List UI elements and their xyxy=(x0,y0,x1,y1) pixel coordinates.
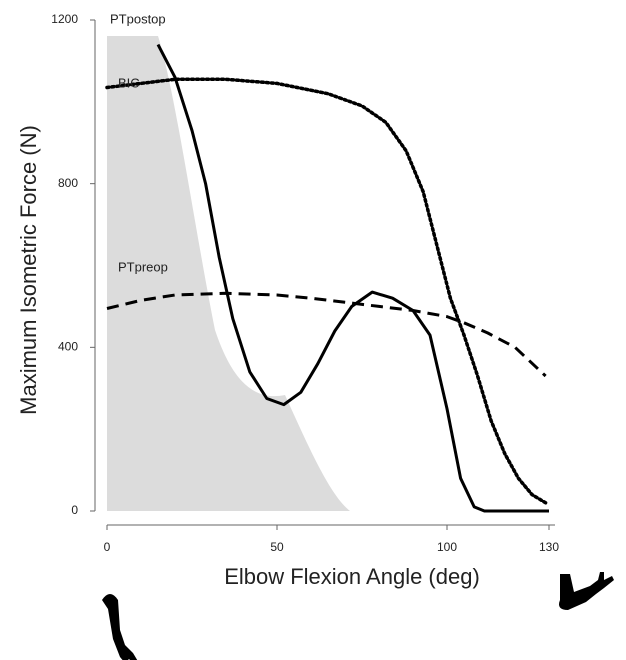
x-tick-label: 130 xyxy=(539,540,559,554)
y-tick-label: 400 xyxy=(58,340,78,354)
x-tick-label: 50 xyxy=(270,540,284,554)
x-tick-label: 0 xyxy=(104,540,111,554)
y-axis-title: Maximum Isometric Force (N) xyxy=(16,125,41,415)
x-tick-label: 100 xyxy=(437,540,457,554)
series-label: PTpreop xyxy=(118,259,168,274)
series-label: BIC xyxy=(118,75,140,90)
series-label: PTpostop xyxy=(110,11,166,26)
x-axis-title: Elbow Flexion Angle (deg) xyxy=(224,564,480,589)
y-tick-label: 0 xyxy=(71,503,78,517)
arm-icon-straight xyxy=(102,594,139,660)
y-tick-label: 800 xyxy=(58,176,78,190)
y-tick-label: 1200 xyxy=(51,12,78,26)
arm-icon-bent xyxy=(559,572,614,610)
chart: Elbow Flexion Angle (deg) Maximum Isomet… xyxy=(0,0,626,660)
